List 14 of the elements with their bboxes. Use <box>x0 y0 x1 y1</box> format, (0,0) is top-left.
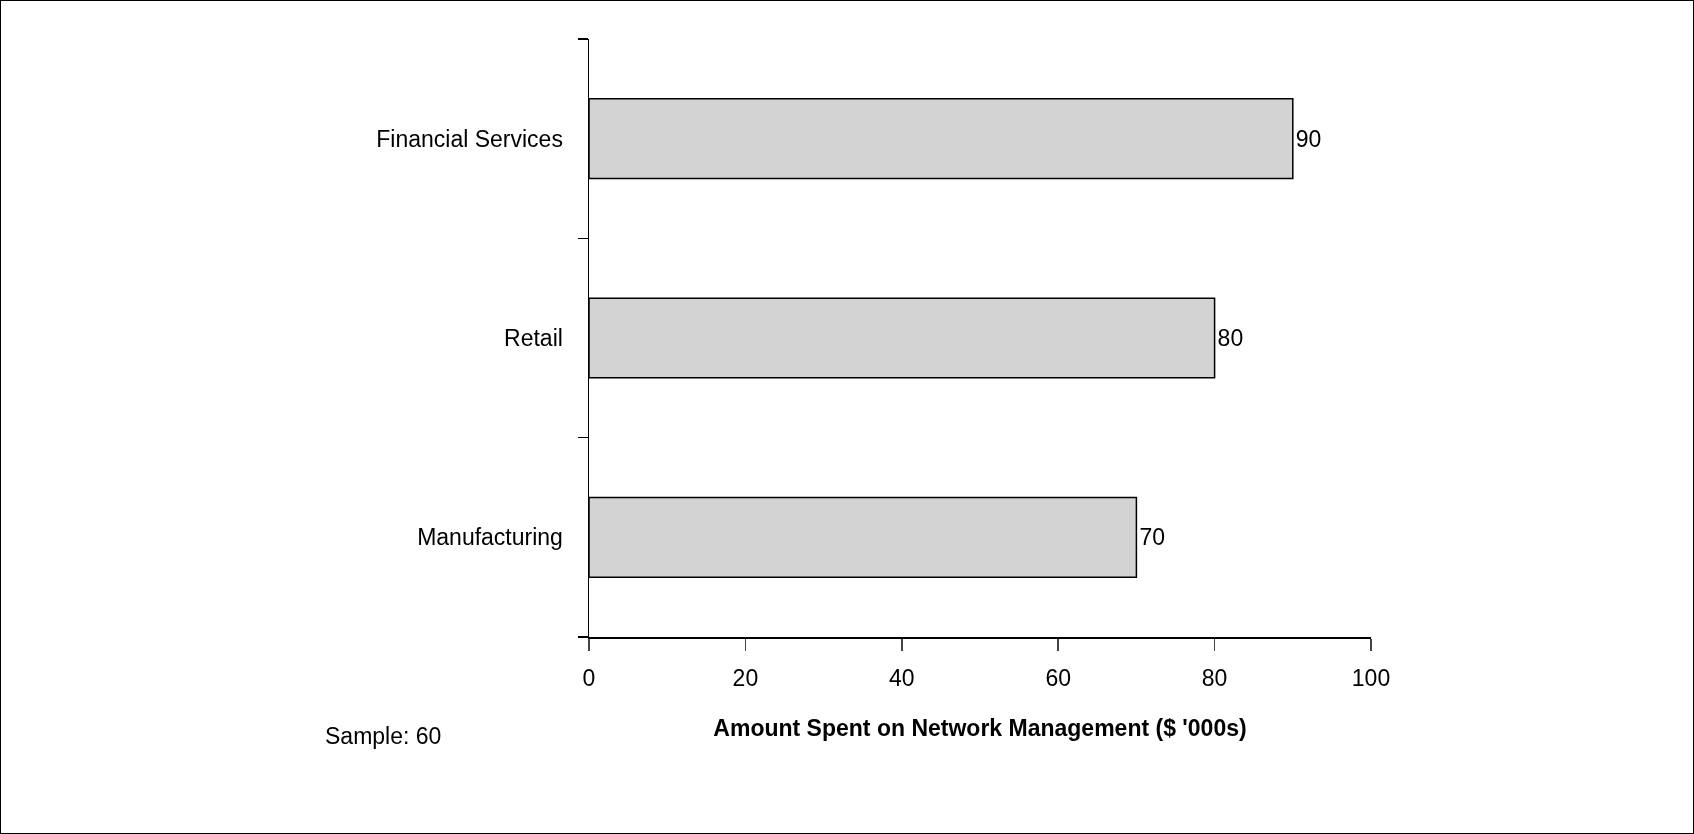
data-label: 70 <box>1139 524 1165 551</box>
x-tick-label: 100 <box>1351 665 1391 692</box>
x-axis-title: Amount Spent on Network Management ($ '000s) <box>713 715 1247 742</box>
x-tick-label: 80 <box>1201 665 1228 692</box>
text: Sample: 60 <box>325 723 442 749</box>
y-tick-label: Retail <box>504 325 563 352</box>
y-tick-label: Financial Services <box>376 125 563 152</box>
y-tick-label: Manufacturing <box>417 524 563 551</box>
x-tick-label: 0 <box>582 665 596 692</box>
x-tick-label: 60 <box>1045 665 1071 692</box>
data-label: 80 <box>1217 325 1244 351</box>
data-label: 90 <box>1295 125 1322 152</box>
x-tick-label: 20 <box>732 665 759 692</box>
x-tick-label: 40 <box>889 665 915 692</box>
